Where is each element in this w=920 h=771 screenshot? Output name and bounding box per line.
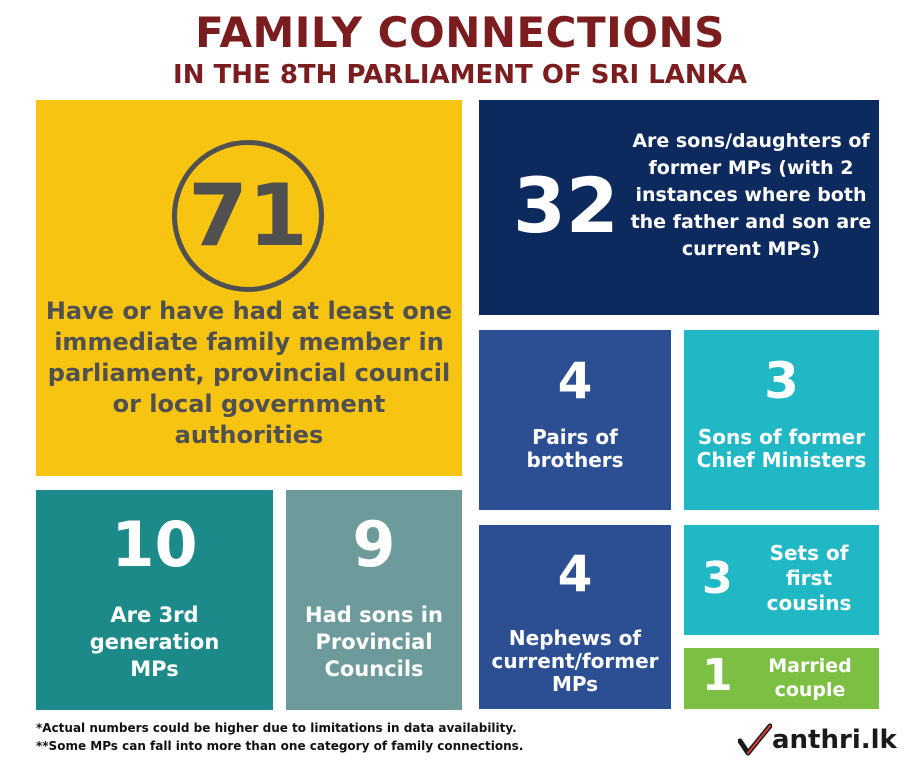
stat-value: 3 [764, 352, 799, 410]
stat-box-children-of-mps: 32 Are sons/daughters of former MPs (wit… [479, 100, 879, 315]
stat-box-third-generation: 10 Are 3rd generation MPs [36, 490, 273, 710]
footnote-data-limitations: *Actual numbers could be higher due to l… [36, 721, 517, 735]
stat-box-brothers: 4 Pairs of brothers [479, 330, 671, 510]
manthri-logo: anthri.lk [738, 720, 897, 760]
footnote-multiple-categories: **Some MPs can fall into more than one c… [36, 739, 524, 753]
stat-box-provincial-sons: 9 Had sons in Provincial Councils [286, 490, 462, 710]
stat-label: Sons of former Chief Ministers [696, 425, 867, 472]
stat-box-chief-ministers-sons: 3 Sons of former Chief Ministers [684, 330, 879, 510]
stat-label: Are sons/daughters of former MPs (with 2… [630, 130, 872, 260]
stat-value: 9 [352, 508, 396, 581]
stat-label: Nephews of current/former MPs [491, 626, 659, 696]
stat-value: 4 [557, 545, 593, 603]
stat-value: 10 [111, 508, 198, 581]
stat-box-married-couple: 1 Married couple [684, 648, 879, 709]
page-title: FAMILY CONNECTIONS [195, 8, 725, 57]
number-ring: 71 [172, 140, 324, 292]
stat-box-first-cousins: 3 Sets of first cousins [684, 525, 879, 635]
stat-box-immediate-family: 71 Have or have had at least one immedia… [36, 100, 462, 476]
stat-value: 71 [188, 166, 308, 266]
logo-text: anthri.lk [772, 725, 897, 755]
page-subtitle: IN THE 8TH PARLIAMENT OF SRI LANKA [173, 60, 747, 90]
checkmark-m-logo-icon [738, 723, 772, 757]
stat-label: Have or have had at least one immediate … [45, 297, 453, 449]
stat-box-nephews: 4 Nephews of current/former MPs [479, 525, 671, 709]
stat-label: Had sons in Provincial Councils [305, 603, 443, 681]
stat-value: 1 [702, 650, 733, 701]
stat-value: 3 [702, 553, 733, 604]
stat-label: Are 3rd generation MPs [89, 603, 220, 681]
stat-value: 4 [557, 352, 593, 410]
stat-label: Pairs of brothers [526, 425, 624, 472]
stat-label: Married couple [768, 655, 852, 701]
stat-value: 32 [513, 161, 619, 250]
stat-label: Sets of first cousins [766, 541, 852, 615]
